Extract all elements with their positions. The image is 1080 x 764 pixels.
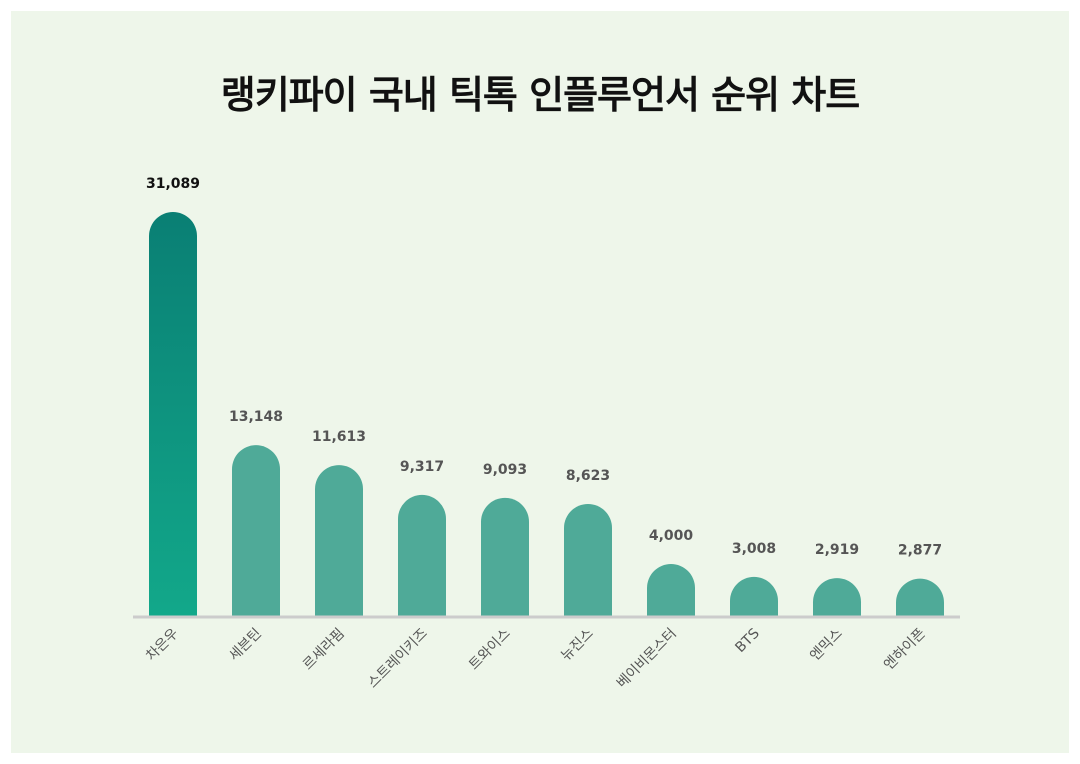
bar-7 <box>647 564 695 616</box>
category-label-6: 뉴진스 <box>558 625 597 664</box>
category-label-7: 베이비몬스터 <box>614 626 680 692</box>
category-label-2: 세븐틴 <box>226 626 265 665</box>
value-label-10: 2,877 <box>898 543 942 559</box>
bar-5 <box>481 497 529 616</box>
bar-2 <box>232 445 280 616</box>
value-label-5: 9,093 <box>483 462 527 478</box>
value-label-6: 8,623 <box>566 468 610 484</box>
bar-6 <box>564 503 612 616</box>
bar-9 <box>813 578 861 616</box>
bar-8 <box>730 576 778 616</box>
bar-3 <box>315 465 363 616</box>
category-label-8: BTS <box>732 625 763 656</box>
bar-4 <box>398 494 446 616</box>
value-label-4: 9,317 <box>400 459 444 475</box>
value-label-1: 31,089 <box>146 176 200 192</box>
chart-title: 랭키파이 국내 틱톡 인플루언서 순위 차트 <box>220 73 860 117</box>
category-label-4: 스트레이키즈 <box>365 625 431 691</box>
category-label-10: 엔하이픈 <box>881 625 929 673</box>
value-label-9: 2,919 <box>815 542 859 558</box>
value-label-7: 4,000 <box>649 528 694 544</box>
category-label-5: 트와이스 <box>466 625 514 673</box>
bar-10 <box>896 578 945 616</box>
value-label-8: 3,008 <box>732 541 776 557</box>
value-label-3: 11,613 <box>312 429 366 445</box>
category-label-3: 르세라핌 <box>300 626 348 674</box>
category-label-9: 엔믹스 <box>807 625 846 664</box>
category-label-1: 차은우 <box>143 625 182 664</box>
value-label-2: 13,148 <box>229 409 283 425</box>
bar-1 <box>149 212 197 616</box>
